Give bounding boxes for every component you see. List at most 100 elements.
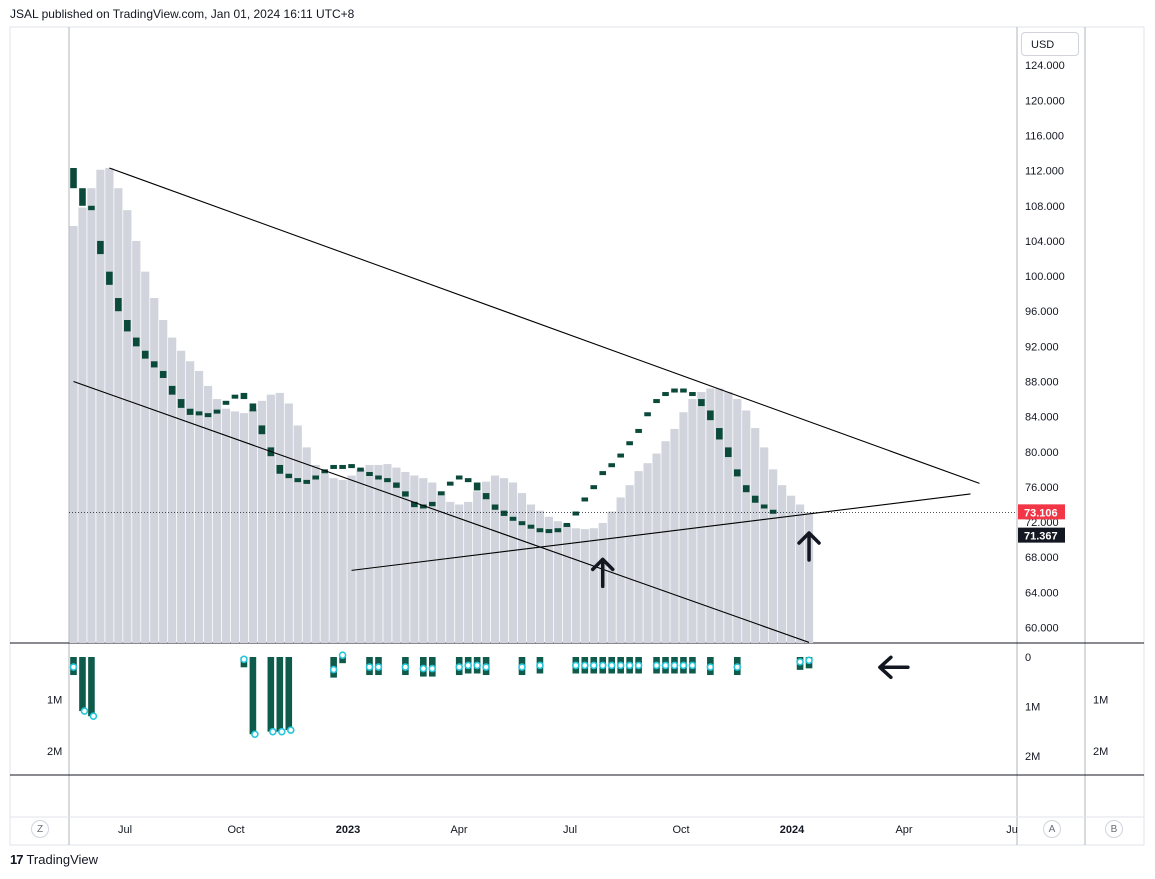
volume-marker [338,651,347,659]
area-column [787,495,796,643]
volume-marker [365,663,374,671]
volume-marker [670,661,679,670]
volume-marker [607,661,616,670]
volume-marker [240,655,248,664]
area-column [679,412,688,643]
price-bar [671,388,678,393]
volume-bar [285,657,293,731]
volume-bar [79,657,86,712]
area-column [284,403,293,643]
area-column [706,388,715,643]
last-price-label: 73.106 [1024,507,1058,519]
area-column [437,491,446,643]
price-bar [106,271,113,285]
area-column [455,504,464,643]
price-bar [258,425,266,435]
timezone-button[interactable]: Z [31,820,49,838]
volume-marker [251,730,259,739]
volume-marker [455,663,464,671]
volume-marker [661,661,670,670]
time-tick-label: Apr [450,824,467,836]
tradingview-logo-icon: 17 [10,852,24,867]
area-column [616,497,625,643]
price-bar [303,479,311,484]
volume-tick-far-right: 1M [1093,695,1108,707]
time-tick-label: Jul [563,824,577,836]
volume-marker [80,707,89,715]
area-column [544,516,554,643]
auto-scale-button[interactable]: A [1043,820,1061,838]
area-column [535,510,545,643]
price-bar [393,482,400,488]
price-bar [653,399,660,404]
area-column [186,361,195,643]
price-bar [186,408,194,415]
area-column [239,413,249,643]
volume-marker [580,661,589,670]
area-column [733,399,742,643]
price-bar [366,471,373,476]
price-bar [482,493,490,500]
time-tick-label: Ju [1006,824,1018,836]
volume-marker [625,661,634,670]
price-tick-label: 92.000 [1025,341,1059,353]
volume-marker [89,712,98,721]
price-tick-label: 100.000 [1025,271,1065,283]
price-bar [527,524,535,529]
price-bar [599,471,607,476]
tradingview-footer[interactable]: 17 TradingView [10,852,98,867]
area-column [625,485,634,643]
price-bar [581,497,589,502]
left-arrow-icon [878,655,910,680]
price-bar [168,385,176,395]
volume-marker [688,661,697,670]
area-column [795,504,805,643]
volume-tick-left: 1M [47,695,62,707]
currency-selector[interactable]: USD [1021,32,1079,56]
time-tick-label: Jul [118,824,132,836]
line-level-label-bg [1018,527,1065,543]
area-column [257,400,266,643]
area-column [150,298,159,643]
area-column [141,271,150,643]
price-bar [635,428,642,433]
price-bar [159,370,167,378]
area-column [392,467,401,643]
price-bar [617,453,624,458]
volume-marker [69,663,78,671]
price-bar [725,447,732,458]
price-bar [88,205,95,211]
volume-marker [796,658,804,666]
last-price-label-bg [1018,504,1065,520]
price-tick-label: 80.000 [1025,447,1059,459]
area-column [670,428,679,643]
price-tick-label: 88.000 [1025,376,1059,388]
price-bar [312,475,319,480]
area-column [643,463,652,643]
trendline [73,380,810,643]
area-column [526,504,536,643]
area-column [634,471,643,643]
area-column [589,528,598,643]
area-column [508,482,518,643]
price-bar [132,337,140,347]
area-column [751,428,760,643]
price-tick-label: 96.000 [1025,306,1059,318]
time-tick-label: 2023 [336,824,360,836]
volume-marker [329,665,338,674]
price-bar [536,528,544,533]
price-tick-label: 76.000 [1025,482,1059,494]
volume-bar [339,657,346,664]
scale-b-button[interactable]: B [1105,820,1123,838]
trendline [351,493,971,571]
area-column [347,475,356,643]
volume-tick-right: 2M [1025,751,1040,763]
time-tick-label: Oct [227,824,244,836]
price-bar [742,485,750,493]
volume-marker [419,664,428,673]
area-column [266,394,275,643]
area-column [383,464,392,643]
area-column [804,512,814,643]
price-bar [276,464,284,474]
